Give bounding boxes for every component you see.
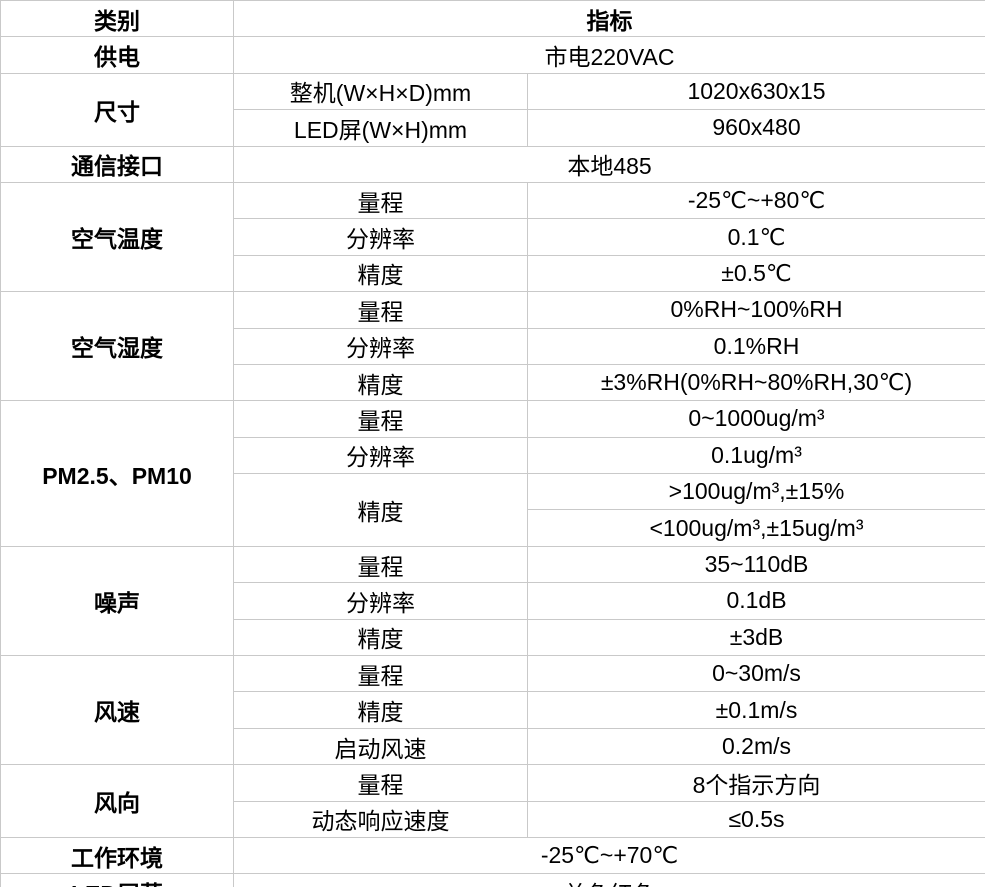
value-dim-led: 960x480: [527, 109, 985, 147]
value-pm-range: 0~1000ug/m³: [527, 400, 985, 438]
label-air-temp-accuracy: 精度: [233, 254, 528, 293]
header-indicator-cell: 指标: [233, 0, 985, 38]
table-row: 风向 量程 8个指示方向: [0, 764, 985, 838]
value-dim-overall: 1020x630x15: [527, 72, 985, 111]
table-row: 精度 ±0.1m/s: [1, 691, 985, 729]
table-row: <100ug/m³,±15ug/m³: [1, 509, 985, 547]
category-pm: PM2.5、PM10: [0, 400, 234, 547]
category-wind-speed: 风速: [0, 655, 234, 766]
value-power: 市电220VAC: [233, 36, 985, 74]
table-row: PM2.5、PM10 量程 0~1000ug/m³: [0, 400, 985, 547]
label-wind-speed-range: 量程: [233, 655, 528, 693]
value-air-humidity-resolution: 0.1%RH: [527, 327, 985, 365]
value-comm-interface: 本地485: [233, 145, 985, 183]
label-air-temp-resolution: 分辨率: [233, 218, 528, 256]
label-air-humidity-accuracy: 精度: [233, 363, 528, 402]
value-air-temp-resolution: 0.1℃: [527, 218, 985, 256]
value-noise-resolution: 0.1dB: [527, 582, 985, 620]
table-row: 空气温度 量程 -25℃~+80℃: [0, 181, 985, 293]
value-wind-speed-startup: 0.2m/s: [527, 727, 985, 766]
label-pm-accuracy: 精度: [233, 473, 528, 547]
category-power: 供电: [0, 36, 234, 74]
label-air-humidity-resolution: 分辨率: [233, 327, 528, 365]
value-pm-accuracy-high: >100ug/m³,±15%: [527, 473, 985, 511]
label-wind-direction-range: 量程: [233, 764, 528, 802]
table-row: 类别 指标: [0, 0, 985, 38]
table-row: 噪声 量程 35~110dB: [0, 545, 985, 657]
value-noise-accuracy: ±3dB: [527, 618, 985, 657]
label-wind-speed-startup: 启动风速: [233, 727, 528, 766]
value-pm-resolution: 0.1ug/m³: [527, 436, 985, 475]
category-comm-interface: 通信接口: [0, 145, 234, 183]
category-air-temperature: 空气温度: [0, 181, 234, 293]
label-noise-accuracy: 精度: [233, 618, 528, 657]
table-row: 供电 市电220VAC: [0, 36, 985, 74]
label-pm-resolution: 分辨率: [233, 436, 528, 475]
table-row: 精度 ±3dB: [1, 618, 985, 657]
table-row: 分辨率 0.1ug/m³: [1, 436, 985, 475]
value-wind-direction-range: 8个指示方向: [527, 764, 985, 802]
header-category-cell: 类别: [0, 0, 234, 38]
value-wind-speed-accuracy: ±0.1m/s: [527, 691, 985, 729]
category-noise: 噪声: [0, 545, 234, 657]
table-row: 精度 ±3%RH(0%RH~80%RH,30℃): [1, 363, 985, 402]
label-dim-overall: 整机(W×H×D)mm: [233, 72, 528, 111]
category-led-screen: LED屏幕: [0, 873, 234, 887]
table-row: 空气湿度 量程 0%RH~100%RH: [0, 291, 985, 402]
table-row: 精度 >100ug/m³,±15%: [1, 473, 985, 547]
category-dimensions: 尺寸: [0, 72, 234, 147]
value-noise-range: 35~110dB: [527, 545, 985, 584]
table-row: 启动风速 0.2m/s: [1, 727, 985, 766]
table-row: 风速 量程 0~30m/s: [0, 655, 985, 766]
label-dim-led: LED屏(W×H)mm: [233, 109, 528, 147]
label-wind-direction-response: 动态响应速度: [233, 800, 528, 838]
value-air-humidity-range: 0%RH~100%RH: [527, 291, 985, 329]
label-air-humidity-range: 量程: [233, 291, 528, 329]
value-led-screen: 单色红色: [233, 873, 985, 887]
value-operating-environment: -25℃~+70℃: [233, 836, 985, 875]
value-air-temp-accuracy: ±0.5℃: [527, 254, 985, 293]
label-noise-resolution: 分辨率: [233, 582, 528, 620]
value-wind-direction-response: ≤0.5s: [527, 800, 985, 838]
table-row: LED屏(W×H)mm 960x480: [1, 109, 985, 147]
table-row: 动态响应速度 ≤0.5s: [1, 800, 985, 838]
table-row: LED屏幕 单色红色: [0, 873, 985, 887]
label-noise-range: 量程: [233, 545, 528, 584]
category-operating-environment: 工作环境: [0, 836, 234, 875]
category-wind-direction: 风向: [0, 764, 234, 838]
label-wind-speed-accuracy: 精度: [233, 691, 528, 729]
value-pm-accuracy-low: <100ug/m³,±15ug/m³: [527, 509, 985, 547]
value-air-temp-range: -25℃~+80℃: [527, 181, 985, 220]
value-wind-speed-range: 0~30m/s: [527, 655, 985, 693]
label-pm-range: 量程: [233, 400, 528, 438]
table-row: 分辨率 0.1dB: [1, 582, 985, 620]
label-air-temp-range: 量程: [233, 181, 528, 220]
value-air-humidity-accuracy: ±3%RH(0%RH~80%RH,30℃): [527, 363, 985, 402]
table-row: 通信接口 本地485: [0, 145, 985, 183]
table-row: 工作环境 -25℃~+70℃: [0, 836, 985, 875]
category-air-humidity: 空气湿度: [0, 291, 234, 402]
table-row: 尺寸 整机(W×H×D)mm 1020x630x15: [0, 72, 985, 147]
